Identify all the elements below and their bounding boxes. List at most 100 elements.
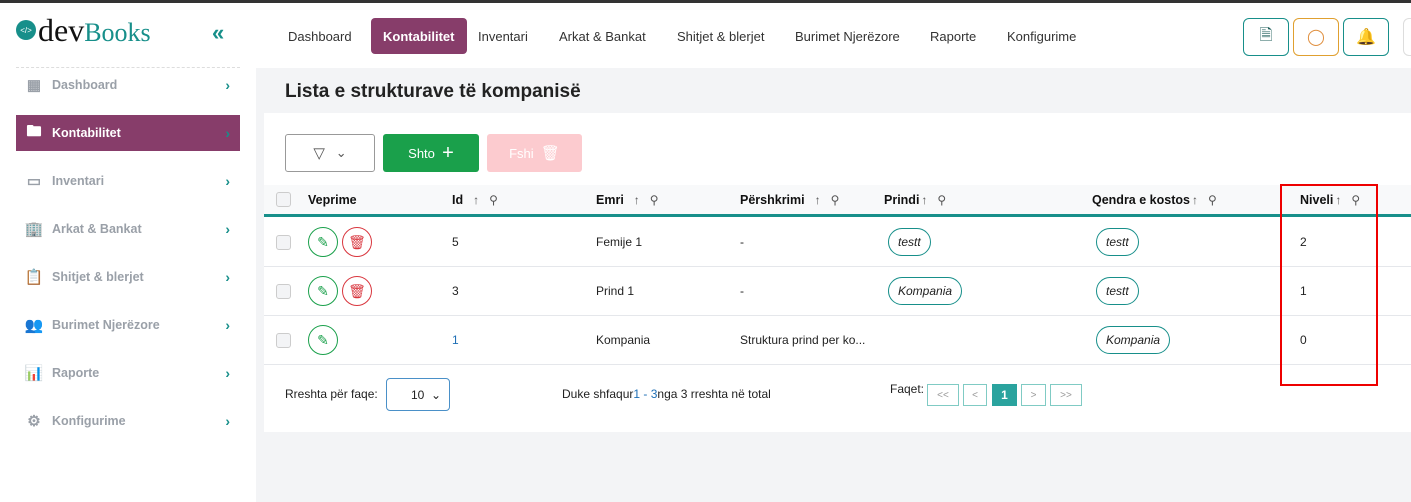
edit-icon[interactable]: ✎ <box>308 276 338 306</box>
rows-per-page-value: 10 <box>411 387 425 402</box>
sort-up-icon[interactable]: ↑ <box>1191 192 1198 207</box>
sidebar-item-raporte[interactable]: 📊 Raporte › <box>16 355 240 391</box>
sidebar-item-shitjet-blerjet[interactable]: 📋 Shitjet & blerjet › <box>16 259 240 295</box>
users-icon: 👥 <box>24 317 44 334</box>
sort-up-icon[interactable]: ↑ <box>921 192 928 207</box>
logo-icon: </> <box>16 20 36 40</box>
column-title: Niveli <box>1300 192 1334 207</box>
pages-label: Faqet: <box>890 382 925 396</box>
cell-description: - <box>740 284 744 298</box>
cost-center-badge: Kompania <box>1096 326 1171 354</box>
cell-id: 3 <box>452 284 459 298</box>
column-header[interactable]: Qendra e kostos ↑ ⚲ <box>1092 185 1217 214</box>
sort-up-icon[interactable]: ↑ <box>633 192 640 207</box>
sidebar-item-kontabilitet[interactable]: 🖿 Kontabilitet › <box>16 115 240 151</box>
page-1-button[interactable]: 1 <box>992 384 1017 406</box>
search-icon[interactable]: ⚲ <box>649 192 659 207</box>
chevron-right-icon: › <box>225 317 230 333</box>
delete-label: Fshi <box>509 145 534 161</box>
collapse-sidebar-icon[interactable]: « <box>212 20 225 45</box>
add-button[interactable]: Shto + <box>383 134 479 172</box>
search-icon[interactable]: ⚲ <box>489 192 498 207</box>
cell-name: Kompania <box>596 333 651 347</box>
cell-id: 5 <box>452 235 459 249</box>
sort-up-icon[interactable]: ↑ <box>814 192 821 207</box>
cell-description: Struktura prind per ko... <box>740 333 866 347</box>
sidebar-item-dashboard[interactable]: ▦ Dashboard › <box>16 67 240 103</box>
chevron-right-icon: › <box>225 365 230 381</box>
plus-icon: + <box>442 141 454 164</box>
row-checkbox[interactable] <box>276 283 291 299</box>
delete-button[interactable]: Fshi 🗑 <box>487 134 582 172</box>
filter-button[interactable]: ▽ ⌄ <box>285 134 375 172</box>
row-checkbox[interactable] <box>276 234 291 250</box>
cell-level: 2 <box>1300 235 1307 249</box>
sort-up-icon[interactable]: ↑ <box>1335 192 1342 207</box>
column-header[interactable]: Id ↑ ⚲ <box>452 185 498 214</box>
select-all-checkbox[interactable] <box>276 192 291 207</box>
chevron-right-icon: › <box>225 77 230 93</box>
box-icon: ▭ <box>26 173 42 190</box>
search-icon[interactable]: ⚲ <box>937 192 947 207</box>
sidebar-item-label: Arkat & Bankat <box>52 222 142 236</box>
prev-page-button[interactable]: < <box>963 384 987 406</box>
header: Dashboard Kontabilitet Inventari Arkat & Ba… <box>0 3 1411 68</box>
nav-dashboard[interactable]: Dashboard <box>288 28 352 44</box>
next-page-button[interactable]: > <box>1021 384 1046 406</box>
cell-description: - <box>740 235 744 249</box>
nav-raporte[interactable]: Raporte <box>930 28 977 44</box>
page-title: Lista e strukturave të kompanisë <box>285 81 581 102</box>
more-button[interactable] <box>1403 18 1411 56</box>
cost-center-badge: testt <box>1096 228 1139 256</box>
nav-konfigurime[interactable]: Konfigurime <box>1007 28 1077 44</box>
nav-shitjet-blerjet[interactable]: Shitjet & blerjet <box>677 28 765 44</box>
row-checkbox[interactable] <box>276 332 291 348</box>
rows-per-page-select[interactable]: 10 ⌄ <box>386 378 450 411</box>
cell-name: Femije 1 <box>596 235 643 249</box>
sidebar-item-konfigurime[interactable]: ⚙ Konfigurime › <box>16 403 240 439</box>
search-icon[interactable]: ⚲ <box>830 192 840 207</box>
column-header[interactable]: Emri ↑ ⚲ <box>596 185 659 214</box>
nav-kontabilitet[interactable]: Kontabilitet <box>371 18 467 54</box>
logo: </> dev Books <box>16 14 151 46</box>
file-add-icon[interactable]: 🗎 <box>1243 18 1289 56</box>
folder-icon: 🖿 <box>26 122 42 140</box>
search-icon[interactable]: ⚲ <box>1351 192 1361 207</box>
sidebar-item-label: Kontabilitet <box>52 126 121 140</box>
last-page-button[interactable]: >> <box>1050 384 1082 406</box>
cell-id: 1 <box>452 333 459 347</box>
bell-icon[interactable]: 🔔 <box>1343 18 1389 56</box>
trash-icon[interactable]: 🗑 <box>342 276 372 306</box>
nav-inventari[interactable]: Inventari <box>478 28 528 44</box>
column-header[interactable]: Prindi ↑ ⚲ <box>884 185 946 214</box>
nav-burimet-njer-zore[interactable]: Burimet Njerëzore <box>795 28 900 44</box>
cell-level: 0 <box>1300 333 1307 347</box>
sidebar-item-label: Inventari <box>52 174 105 188</box>
sidebar-item-label: Dashboard <box>52 78 118 92</box>
search-icon[interactable]: ⚲ <box>1207 192 1217 207</box>
sort-up-icon[interactable]: ↑ <box>473 192 480 207</box>
chat-icon[interactable]: ◯ <box>1293 18 1339 56</box>
grid-icon: ▦ <box>26 77 42 94</box>
trash-icon[interactable]: 🗑 <box>342 227 372 257</box>
chevron-right-icon: › <box>225 125 230 141</box>
cell-level: 1 <box>1300 284 1307 298</box>
add-label: Shto <box>408 145 435 161</box>
chevron-right-icon: › <box>225 173 230 189</box>
edit-icon[interactable]: ✎ <box>308 227 338 257</box>
sidebar-item-burimet-njer-zore[interactable]: 👥 Burimet Njerëzore › <box>16 307 240 343</box>
column-header[interactable]: Përshkrimi ↑ ⚲ <box>740 185 839 214</box>
chevron-down-icon: ⌄ <box>335 145 347 160</box>
edit-icon[interactable]: ✎ <box>308 325 338 355</box>
cell-name: Prind 1 <box>596 284 635 298</box>
nav-arkat-bankat[interactable]: Arkat & Bankat <box>559 28 646 44</box>
sidebar-item-arkat-bankat[interactable]: 🏢 Arkat & Bankat › <box>16 211 240 247</box>
first-page-button[interactable]: << <box>927 384 959 406</box>
highlight-box <box>1280 184 1378 386</box>
column-title: Qendra e kostos <box>1092 192 1190 207</box>
bank-icon: 🏢 <box>24 221 44 238</box>
sidebar-item-inventari[interactable]: ▭ Inventari › <box>16 163 240 199</box>
column-header[interactable]: Niveli ↑ ⚲ <box>1300 185 1360 214</box>
clipboard-icon: 📋 <box>24 269 44 286</box>
sidebar-item-label: Shitjet & blerjet <box>52 270 144 284</box>
